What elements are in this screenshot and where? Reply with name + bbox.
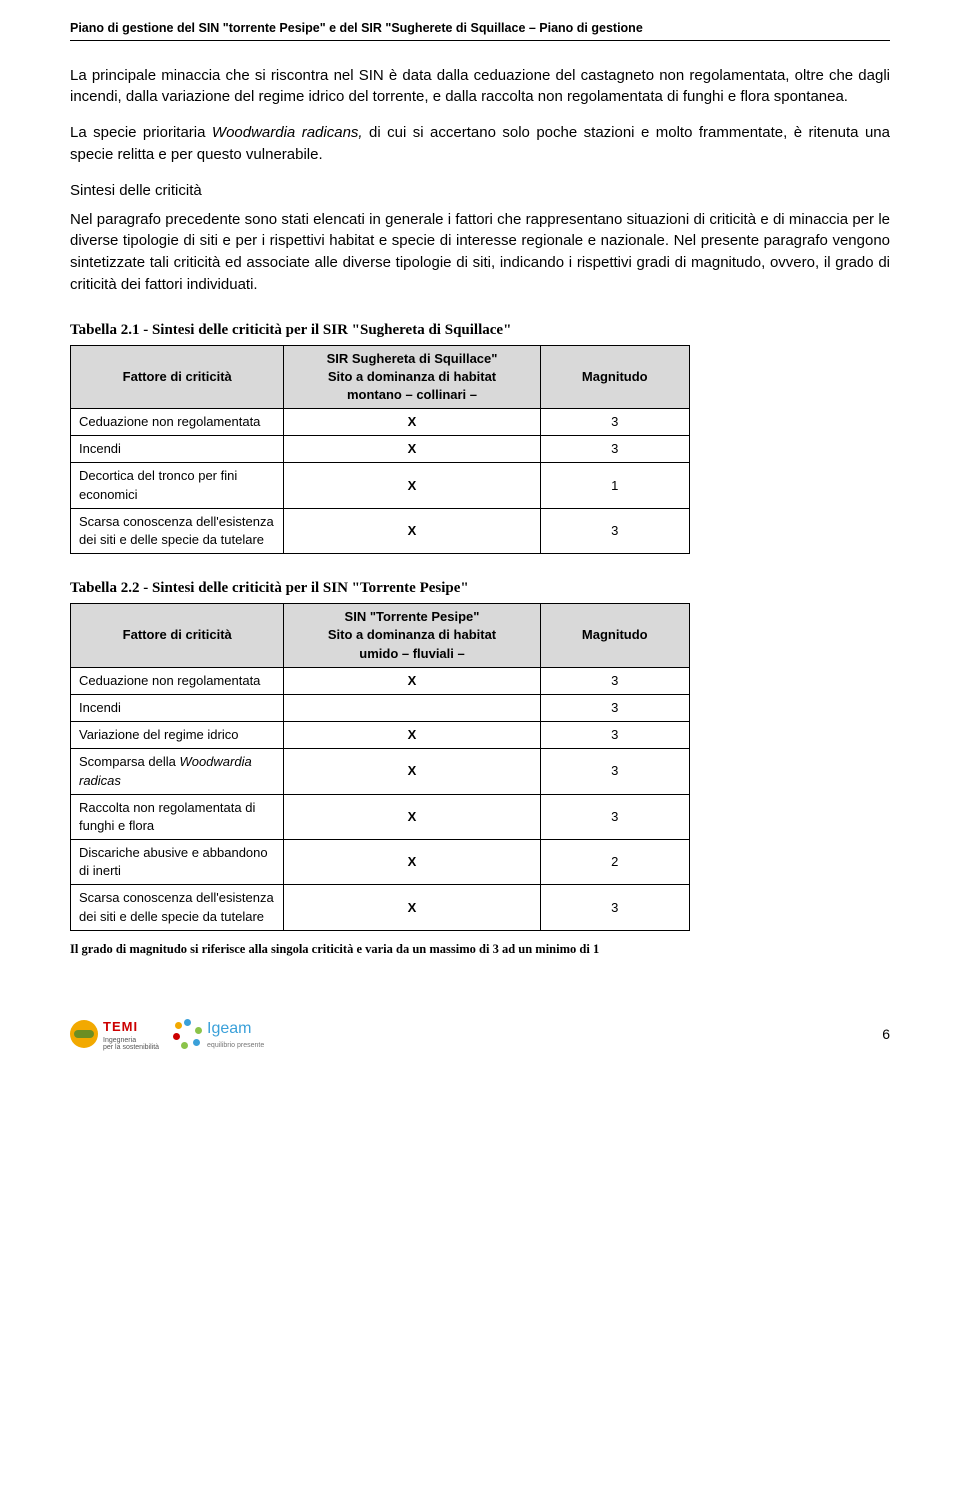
paragraph-1: La principale minaccia che si riscontra …: [70, 65, 890, 109]
table-1: Fattore di criticità SIR Sughereta di Sq…: [70, 345, 690, 555]
table1-header-row: Fattore di criticità SIR Sughereta di Sq…: [71, 345, 690, 409]
table-row: Raccolta non regolamentata di funghi e f…: [71, 794, 690, 839]
table1-r1-mag: 3: [540, 436, 689, 463]
igeam-logo-text: Igeam: [207, 1018, 264, 1040]
table2-r3-mark: X: [284, 749, 540, 794]
logo-temi: TEMI Ingegneria per la sostenibilità: [70, 1018, 159, 1050]
table2-caption: Tabella 2.2 - Sintesi delle criticità pe…: [70, 578, 890, 599]
table-row: Incendi X 3: [71, 436, 690, 463]
table-row: Discariche abusive e abbandono di inerti…: [71, 840, 690, 885]
table1-r2-factor: Decortica del tronco per fini economici: [71, 463, 284, 508]
table2-r5-factor: Discariche abusive e abbandono di inerti: [71, 840, 284, 885]
para2-part-a: La specie prioritaria: [70, 124, 212, 141]
temi-logo-subtext: Ingegneria per la sostenibilità: [103, 1037, 159, 1051]
table2-r1-mark: [284, 694, 540, 721]
table2-r1-mag: 3: [540, 694, 689, 721]
table2-r2-mag: 3: [540, 722, 689, 749]
table-row: Scarsa conoscenza dell'esistenza dei sit…: [71, 508, 690, 553]
igeam-text-block: Igeam equilibrio presente: [207, 1018, 264, 1050]
footnote-magnitudo: Il grado di magnitudo si riferisce alla …: [70, 941, 890, 959]
table1-r2-mag: 1: [540, 463, 689, 508]
table2-r2-mark: X: [284, 722, 540, 749]
table1-r0-mark: X: [284, 409, 540, 436]
table1-header-site: SIR Sughereta di Squillace" Sito a domin…: [284, 345, 540, 409]
page-header-title: Piano di gestione del SIN "torrente Pesi…: [70, 20, 890, 41]
temi-logo-text: TEMI: [103, 1018, 159, 1036]
table1-caption: Tabella 2.1 - Sintesi delle criticità pe…: [70, 320, 890, 341]
temi-icon: [70, 1020, 98, 1048]
table-row: Ceduazione non regolamentata X 3: [71, 409, 690, 436]
table1-header-magnitude: Magnitudo: [540, 345, 689, 409]
table2-r3-mag: 3: [540, 749, 689, 794]
table2-r4-mag: 3: [540, 794, 689, 839]
table2-header-site: SIN "Torrente Pesipe" Sito a dominanza d…: [284, 604, 540, 668]
table2-r3-factor-a: Scomparsa della: [79, 754, 179, 769]
footer-logos: TEMI Ingegneria per la sostenibilità Ige…: [70, 1018, 264, 1050]
temi-text-block: TEMI Ingegneria per la sostenibilità: [103, 1018, 159, 1050]
logo-igeam: Igeam equilibrio presente: [173, 1018, 264, 1050]
table2-header-factor: Fattore di criticità: [71, 604, 284, 668]
table2-r6-factor: Scarsa conoscenza dell'esistenza dei sit…: [71, 885, 284, 930]
table1-r0-factor: Ceduazione non regolamentata: [71, 409, 284, 436]
table2-r4-factor: Raccolta non regolamentata di funghi e f…: [71, 794, 284, 839]
paragraph-2: La specie prioritaria Woodwardia radican…: [70, 122, 890, 166]
table1-r1-mark: X: [284, 436, 540, 463]
table1-r1-factor: Incendi: [71, 436, 284, 463]
table2-r0-factor: Ceduazione non regolamentata: [71, 667, 284, 694]
table1-r0-mag: 3: [540, 409, 689, 436]
table2-r6-mark: X: [284, 885, 540, 930]
table-2: Fattore di criticità SIN "Torrente Pesip…: [70, 603, 690, 931]
para2-species-name: Woodwardia radicans,: [212, 124, 363, 141]
table2-r2-factor: Variazione del regime idrico: [71, 722, 284, 749]
table-row: Ceduazione non regolamentata X 3: [71, 667, 690, 694]
table2-r4-mark: X: [284, 794, 540, 839]
table2-r0-mag: 3: [540, 667, 689, 694]
table1-r3-mark: X: [284, 508, 540, 553]
table2-header-magnitude: Magnitudo: [540, 604, 689, 668]
table2-r1-factor: Incendi: [71, 694, 284, 721]
table1-header-factor: Fattore di criticità: [71, 345, 284, 409]
igeam-icon: [173, 1019, 203, 1049]
table2-r5-mag: 2: [540, 840, 689, 885]
table2-r5-mark: X: [284, 840, 540, 885]
table2-r3-factor: Scomparsa della Woodwardia radicas: [71, 749, 284, 794]
page-footer: TEMI Ingegneria per la sostenibilità Ige…: [70, 1018, 890, 1050]
igeam-logo-subtext: equilibrio presente: [207, 1041, 264, 1051]
paragraph-3: Nel paragrafo precedente sono stati elen…: [70, 209, 890, 296]
table-row: Scomparsa della Woodwardia radicas X 3: [71, 749, 690, 794]
table-row: Scarsa conoscenza dell'esistenza dei sit…: [71, 885, 690, 930]
table1-r2-mark: X: [284, 463, 540, 508]
subheading-sintesi: Sintesi delle criticità: [70, 180, 890, 201]
table-row: Decortica del tronco per fini economici …: [71, 463, 690, 508]
table2-header-row: Fattore di criticità SIN "Torrente Pesip…: [71, 604, 690, 668]
table1-r3-factor: Scarsa conoscenza dell'esistenza dei sit…: [71, 508, 284, 553]
table2-r0-mark: X: [284, 667, 540, 694]
table2-r6-mag: 3: [540, 885, 689, 930]
table-row: Incendi 3: [71, 694, 690, 721]
table-row: Variazione del regime idrico X 3: [71, 722, 690, 749]
page-number: 6: [882, 1025, 890, 1045]
table1-r3-mag: 3: [540, 508, 689, 553]
